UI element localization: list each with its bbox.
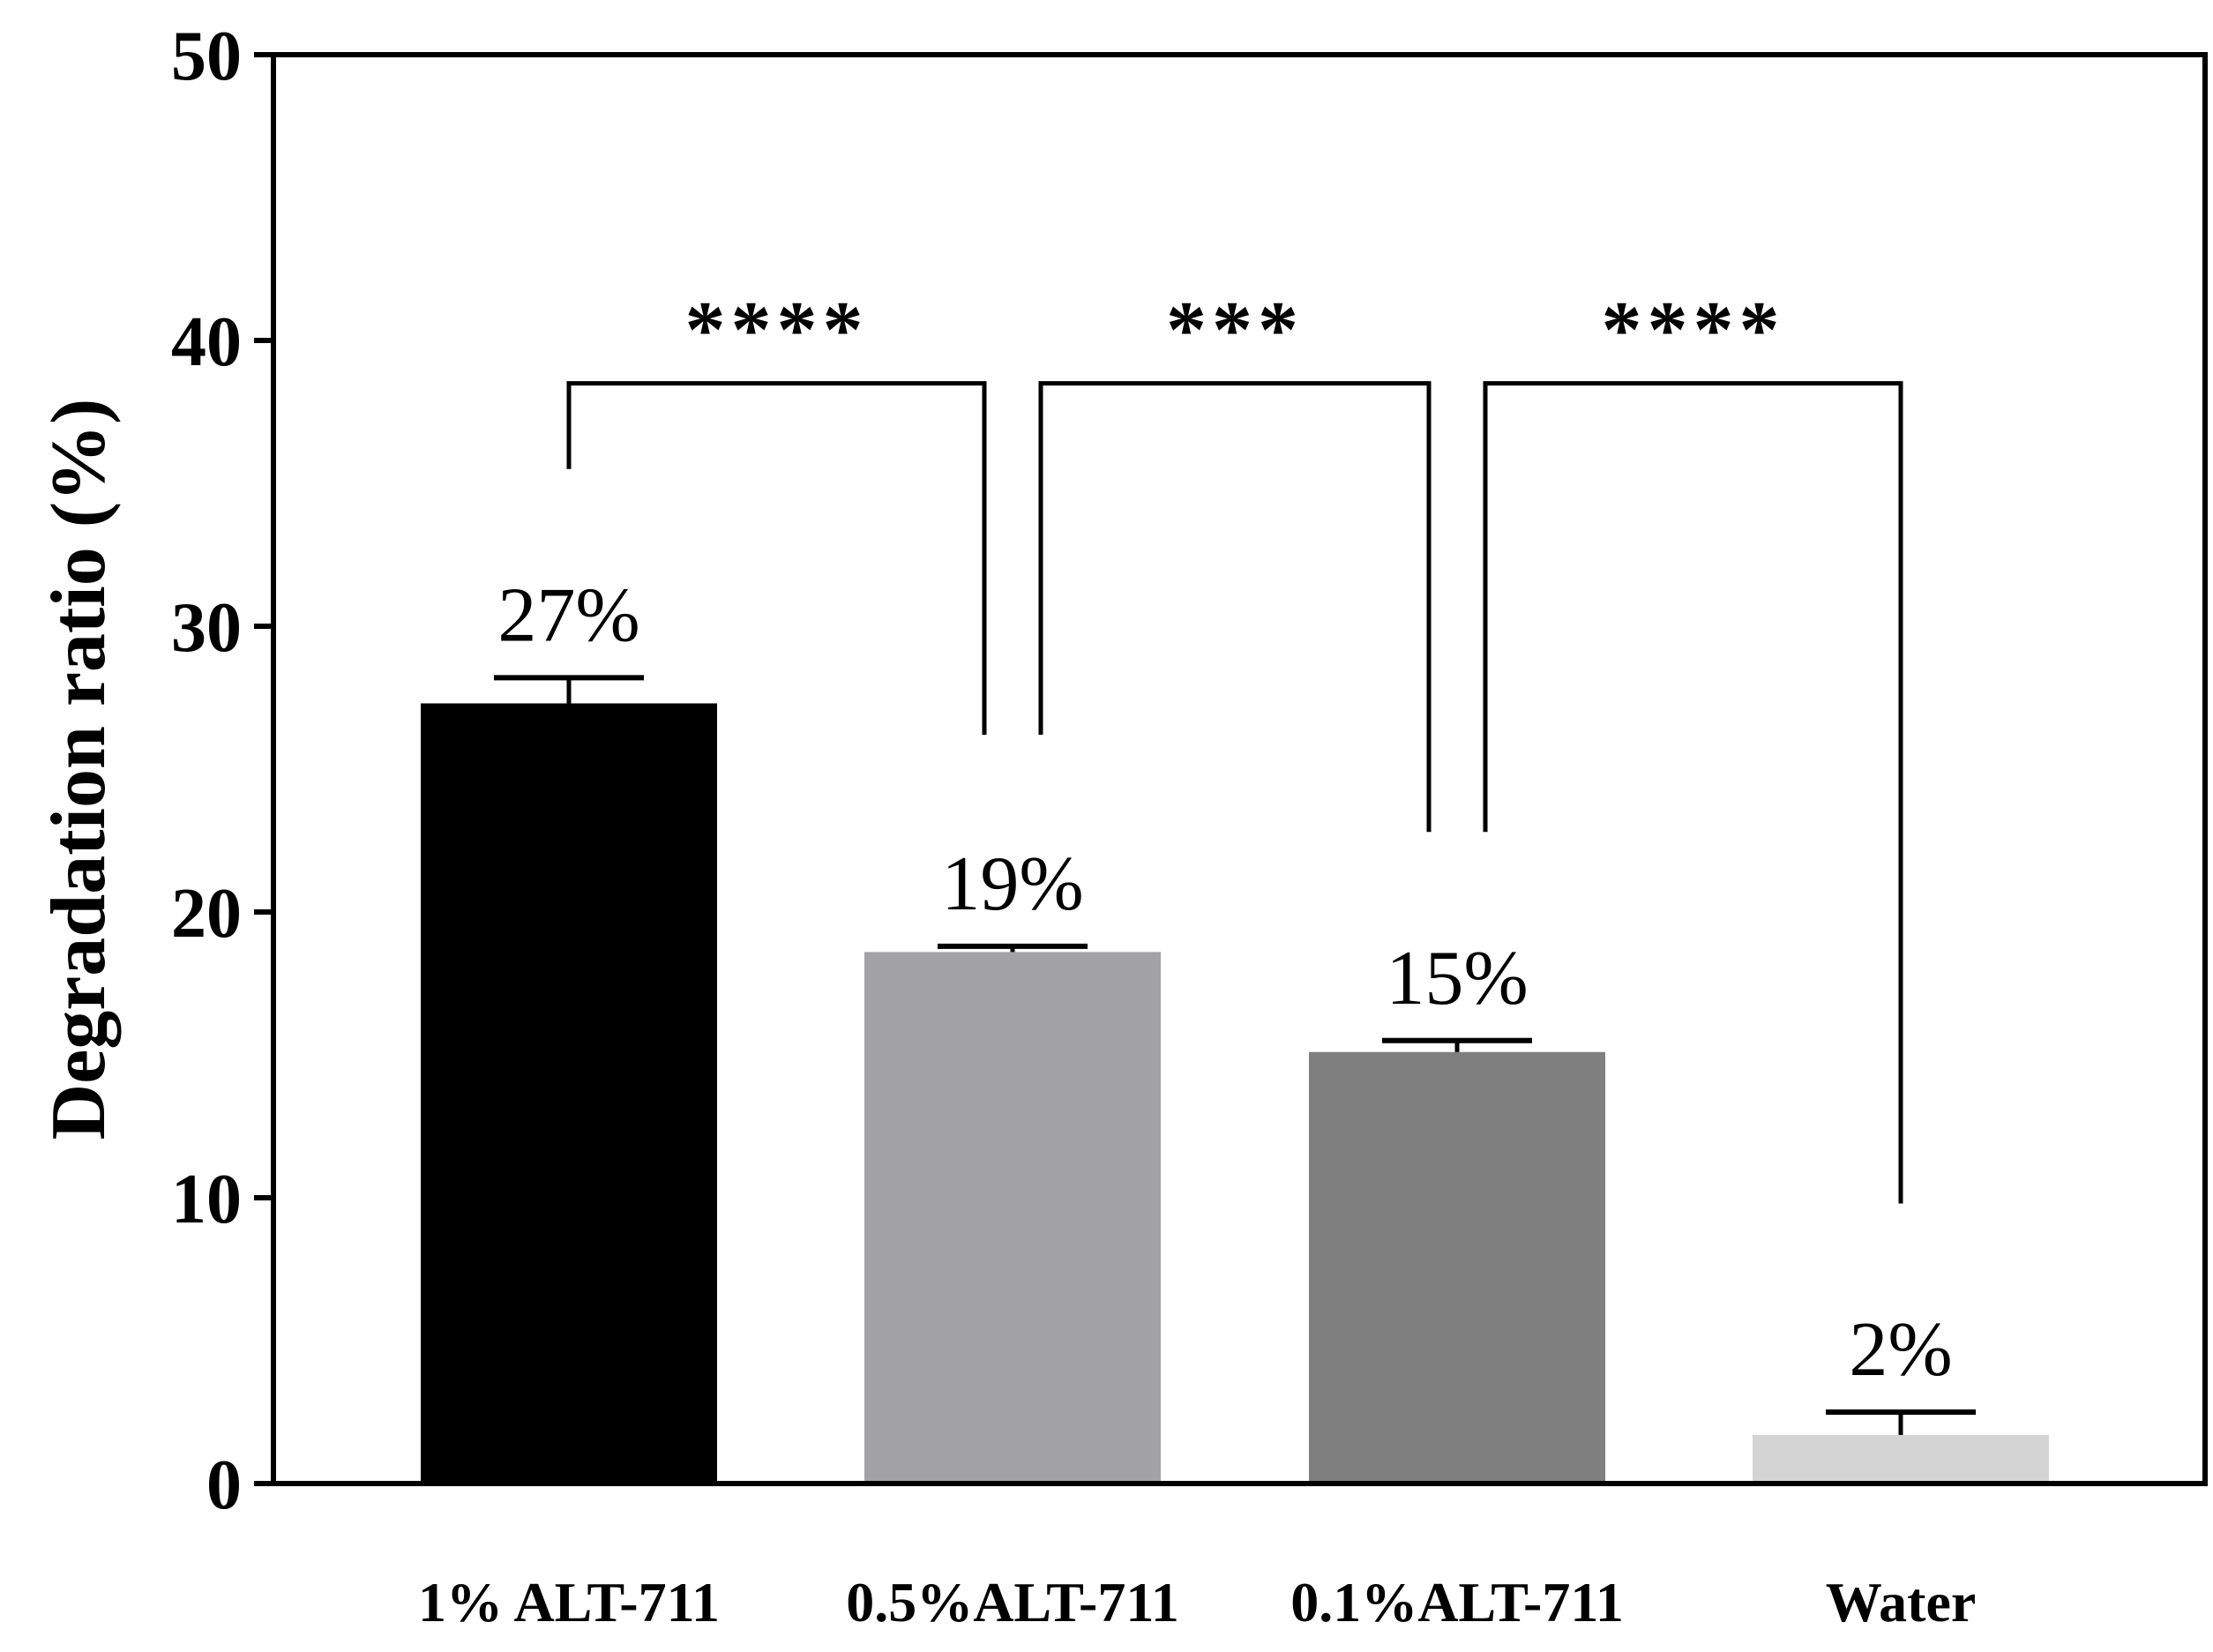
value-labels-group: 27% 19% 15% 2% [497,572,1952,1393]
significance-bracket-2 [1483,381,1903,1204]
bar-2 [1309,1051,1605,1484]
x-tick-label-2: 0.1%ALT-711 [1290,1571,1624,1633]
y-tick-label-3: 30 [171,589,242,667]
significance-label-1: *** [1166,285,1304,375]
y-tick-label-4: 40 [171,303,242,381]
significance-bracket-0 [566,381,987,736]
significance-label-0: **** [685,285,869,375]
y-axis-label: Degradation ratio (%) [36,399,122,1140]
value-label-1: 19% [941,841,1083,927]
bar-3 [1753,1434,2049,1484]
x-tick-label-0: 1% ALT-711 [418,1571,720,1633]
y-tick-label-2: 20 [171,875,242,953]
value-label-3: 2% [1849,1307,1952,1393]
x-tick-label-3: Water [1826,1571,1977,1633]
y-ticks-group: 0 10 20 30 40 50 [171,18,273,1524]
plot-frame [271,52,2208,1486]
y-tick-label-1: 10 [171,1161,242,1238]
bar-0 [421,703,717,1484]
value-label-0: 27% [497,572,639,658]
significance-group: **** *** **** [566,285,1903,1204]
x-ticks-group: 1% ALT-711 0.5%ALT-711 0.1%ALT-711 Water [418,1571,1976,1633]
significance-bracket-1 [1038,381,1432,833]
significance-label-2: **** [1602,285,1785,375]
error-bars-group [494,675,1976,1435]
value-label-2: 15% [1386,936,1528,1021]
axes-group [271,52,2208,1486]
y-tick-label-0: 0 [206,1446,242,1524]
x-tick-label-1: 0.5%ALT-711 [846,1571,1179,1633]
bars-group [421,703,2049,1484]
bar-1 [864,952,1161,1484]
y-tick-label-5: 50 [171,18,242,95]
